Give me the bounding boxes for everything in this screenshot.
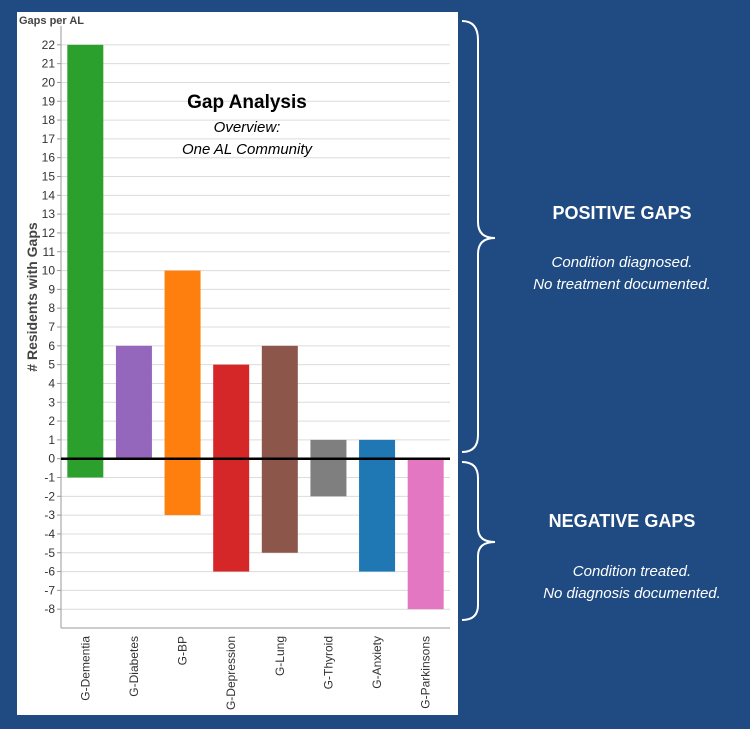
y-tick-label: 21 xyxy=(42,57,56,71)
negative-gaps-heading: NEGATIVE GAPS xyxy=(548,511,696,531)
y-tick-label: 11 xyxy=(43,245,56,259)
y-tick-label: 10 xyxy=(42,264,56,278)
chart-caption: Gaps per AL xyxy=(19,15,84,27)
positive-gap-bracket xyxy=(461,20,496,453)
bar-g-parkinsons xyxy=(407,458,444,610)
negative-note-line-1: Condition treated. xyxy=(572,563,692,580)
y-tick-label: 5 xyxy=(48,358,55,372)
y-tick-label: 7 xyxy=(48,320,55,334)
y-tick-label: -3 xyxy=(44,508,55,522)
positive-note-line-1: Condition diagnosed. xyxy=(551,254,693,271)
y-tick-label: -6 xyxy=(44,565,55,579)
x-tick-label: G-Lung xyxy=(273,636,287,676)
y-tick-label: -5 xyxy=(44,546,55,560)
y-tick-label: 2 xyxy=(48,414,55,428)
y-tick-label: 0 xyxy=(48,452,55,466)
bar-g-bp xyxy=(164,270,201,516)
y-tick-label: 13 xyxy=(42,207,56,221)
y-tick-label: 9 xyxy=(48,282,55,296)
x-tick-label: G-Anxiety xyxy=(370,636,384,689)
chart-panel: -8 -7 -6 -5 -4 -3 -2 -1 0 1 2 3 4 5 6 7 8 9 10 11 12 13 14 15 16… xyxy=(17,12,458,715)
bar-g-lung xyxy=(261,345,298,553)
x-tick-label: G-Dementia xyxy=(78,636,92,701)
y-tick-label: 4 xyxy=(48,376,55,390)
x-tick-label: G-Depression xyxy=(224,636,238,710)
y-axis-label: # Residents with Gaps xyxy=(24,222,40,372)
bar-g-dementia xyxy=(67,44,104,478)
bar-g-thyroid xyxy=(310,439,347,497)
positive-gaps-note: Condition diagnosed. No treatment docume… xyxy=(492,252,750,296)
y-tick-label: -1 xyxy=(44,471,55,485)
chart-subtitle-line: Overview: xyxy=(214,119,281,136)
x-tick-label: G-Parkinsons xyxy=(419,636,433,709)
x-tick-label: G-Thyroid xyxy=(321,636,335,689)
chart-title: Gap Analysis xyxy=(187,92,307,113)
y-tick-label: -2 xyxy=(44,489,55,503)
y-tick-label: 22 xyxy=(42,38,56,52)
y-tick-label: 15 xyxy=(42,170,56,184)
y-tick-label: 6 xyxy=(48,339,55,353)
y-tick-label: 1 xyxy=(48,433,55,447)
x-tick-label: G-Diabetes xyxy=(127,636,141,697)
positive-note-line-2: No treatment documented. xyxy=(533,276,711,293)
positive-gaps-heading: POSITIVE GAPS xyxy=(552,203,692,223)
negative-gap-bracket xyxy=(461,461,496,621)
bar-g-depression xyxy=(213,364,250,572)
chart-subtitle-line: One AL Community xyxy=(182,141,314,158)
y-tick-label: 19 xyxy=(42,94,56,108)
negative-gaps-note: Condition treated. No diagnosis document… xyxy=(502,561,750,605)
y-tick-label: 18 xyxy=(42,113,56,127)
y-tick-label: -8 xyxy=(44,602,55,616)
y-tick-label: 17 xyxy=(42,132,56,146)
y-tick-label: 8 xyxy=(48,301,55,315)
y-tick-label: 3 xyxy=(48,395,55,409)
y-tick-label: 12 xyxy=(42,226,56,240)
y-tick-label: -4 xyxy=(44,527,55,541)
bar-g-anxiety xyxy=(359,439,396,572)
y-tick-label: -7 xyxy=(44,583,55,597)
y-tick-label: 20 xyxy=(42,75,56,89)
y-tick-label: 16 xyxy=(42,151,56,165)
x-tick-label: G-BP xyxy=(176,636,190,665)
y-tick-label: 14 xyxy=(42,188,56,202)
negative-note-line-2: No diagnosis documented. xyxy=(543,585,721,602)
gap-bar-chart: -8-7-6-5-4-3-2-1012345678910111213141516… xyxy=(19,15,450,710)
bar-g-diabetes xyxy=(115,345,152,459)
